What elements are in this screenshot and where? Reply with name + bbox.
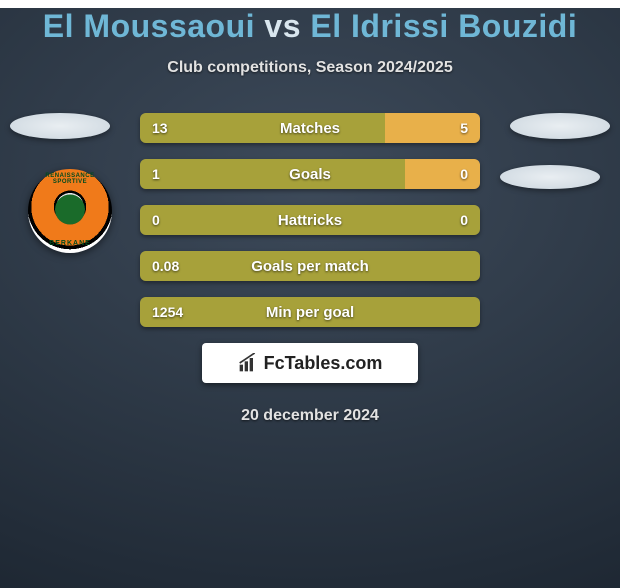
stat-label: Min per goal bbox=[140, 297, 480, 327]
content: El Moussaoui vs El Idrissi Bouzidi Club … bbox=[0, 8, 620, 425]
stat-label: Goals per match bbox=[140, 251, 480, 281]
stat-row: 00Hattricks bbox=[140, 205, 480, 235]
stat-label: Goals bbox=[140, 159, 480, 189]
stat-row: 135Matches bbox=[140, 113, 480, 143]
badge-ring: RENAISSANCE SPORTIVE BERKANE bbox=[28, 169, 112, 253]
brand-text: FcTables.com bbox=[264, 353, 383, 374]
player1-name: El Moussaoui bbox=[43, 8, 255, 44]
player2-silhouette-1 bbox=[510, 113, 610, 139]
badge-text-top: RENAISSANCE SPORTIVE bbox=[28, 173, 112, 185]
club-badge-left: RENAISSANCE SPORTIVE BERKANE bbox=[28, 169, 112, 253]
player2-silhouette-2 bbox=[500, 165, 600, 189]
player1-silhouette bbox=[10, 113, 110, 139]
stat-label: Hattricks bbox=[140, 205, 480, 235]
stat-row: 10Goals bbox=[140, 159, 480, 189]
date-stamp: 20 december 2024 bbox=[0, 407, 620, 425]
vs-separator: vs bbox=[264, 8, 301, 44]
subtitle: Club competitions, Season 2024/2025 bbox=[0, 59, 620, 77]
badge-core bbox=[55, 195, 85, 225]
badge-text-bottom: BERKANE bbox=[28, 240, 112, 247]
page-title: El Moussaoui vs El Idrissi Bouzidi bbox=[0, 8, 620, 45]
bar-chart-icon bbox=[238, 353, 258, 373]
player2-name: El Idrissi Bouzidi bbox=[310, 8, 577, 44]
comparison-arena: RENAISSANCE SPORTIVE BERKANE 135Matches1… bbox=[0, 113, 620, 327]
stat-bars: 135Matches 10Goals 00Hattricks 0.08Goals pe… bbox=[140, 113, 480, 327]
stat-row: 0.08Goals per match bbox=[140, 251, 480, 281]
stat-row: 1254Min per goal bbox=[140, 297, 480, 327]
brand-badge[interactable]: FcTables.com bbox=[202, 343, 418, 383]
stat-label: Matches bbox=[140, 113, 480, 143]
